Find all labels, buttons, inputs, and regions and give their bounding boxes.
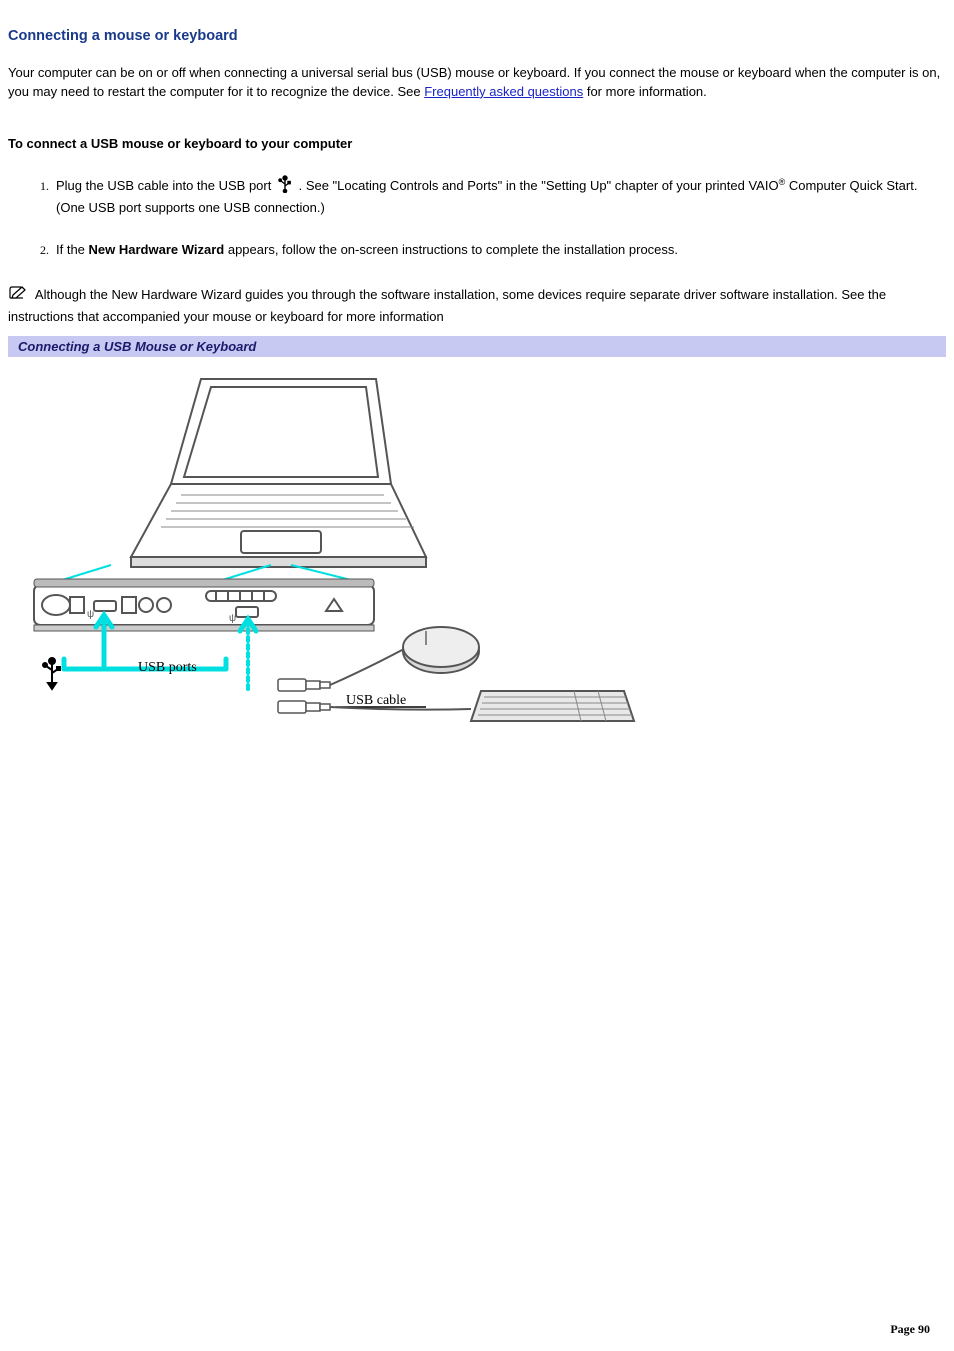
faq-link[interactable]: Frequently asked questions	[424, 84, 583, 99]
mouse-illustration	[330, 627, 479, 685]
usb-icon	[277, 175, 293, 199]
section-heading: Connecting a mouse or keyboard	[8, 28, 946, 44]
step-2-text-b: appears, follow the on-screen instructio…	[224, 242, 678, 257]
sub-heading: To connect a USB mouse or keyboard to yo…	[8, 136, 946, 151]
svg-text:ψ: ψ	[229, 613, 236, 624]
note-paragraph: Although the New Hardware Wizard guides …	[8, 285, 946, 326]
page-number: Page 90	[890, 1322, 930, 1337]
steps-list: Plug the USB cable into the USB port . S…	[8, 175, 946, 260]
step-1-text-b: . See "Locating Controls and Ports" in t…	[299, 178, 779, 193]
step-2-bold: New Hardware Wizard	[89, 242, 225, 257]
laptop-illustration	[131, 379, 426, 567]
figure-caption: Connecting a USB Mouse or Keyboard	[8, 336, 946, 357]
usb-cable-label: USB cable	[346, 693, 406, 708]
intro-post: for more information.	[583, 84, 707, 99]
pencil-icon	[8, 285, 30, 307]
step-1-text-a: Plug the USB cable into the USB port	[56, 178, 275, 193]
port-strip: ψ ψ	[34, 579, 374, 631]
note-text: Although the New Hardware Wizard guides …	[8, 287, 886, 323]
figure: ψ ψ	[8, 357, 946, 742]
svg-text:ψ: ψ	[87, 609, 94, 620]
step-2: If the New Hardware Wizard appears, foll…	[52, 240, 946, 260]
usb-ports-label: USB ports	[138, 660, 197, 675]
step-1: Plug the USB cable into the USB port . S…	[52, 175, 946, 218]
intro-paragraph: Your computer can be on or off when conn…	[8, 64, 946, 102]
step-2-text-a: If the	[56, 242, 89, 257]
